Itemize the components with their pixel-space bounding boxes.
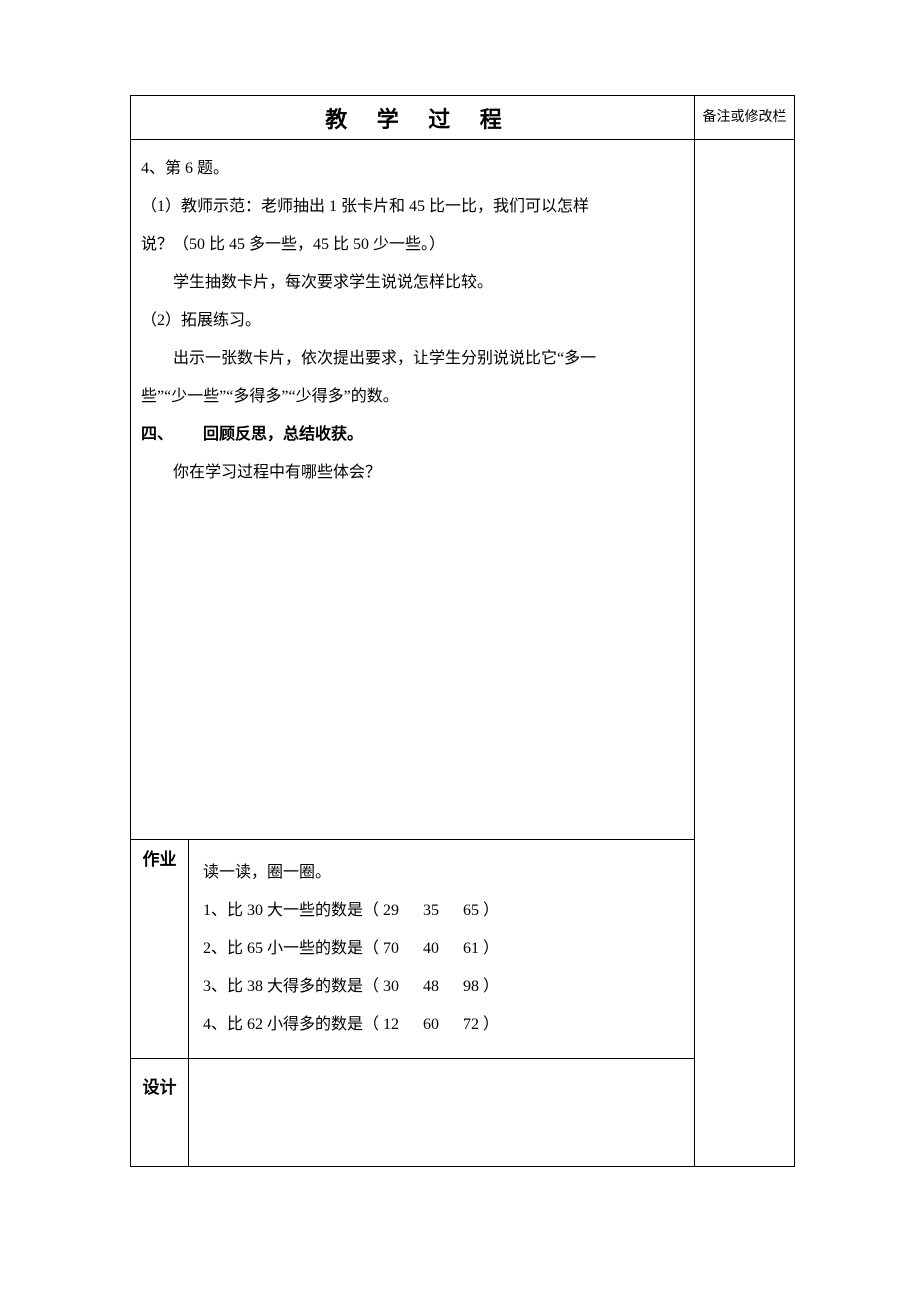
section-title: 回顾反思，总结收获。 <box>203 426 363 443</box>
hw-text: 98 ） <box>463 978 499 995</box>
hw-text: 60 <box>423 1016 439 1033</box>
content-line: 出示一张数卡片，依次提出要求，让学生分别说说比它“多一 <box>135 340 686 378</box>
section-heading: 四、 回顾反思，总结收获。 <box>135 416 686 454</box>
content-line: （1）教师示范：老师抽出 1 张卡片和 45 比一比，我们可以怎样 <box>135 188 686 226</box>
section-number: 四、 <box>141 426 173 443</box>
content-line: 学生抽数卡片，每次要求学生说说怎样比较。 <box>135 264 686 302</box>
homework-content: 读一读，圈一圈。 1、比 30 大一些的数是（ 29 35 65 ） 2、比 65 … <box>189 840 695 1059</box>
hw-text: 35 <box>423 902 439 919</box>
content-row: 4、第 6 题。 （1）教师示范：老师抽出 1 张卡片和 45 比一比，我们可以… <box>131 140 795 840</box>
homework-intro: 读一读，圈一圈。 <box>203 854 686 892</box>
hw-text: 3、比 38 大得多的数是（ 30 <box>203 978 399 995</box>
hw-text: 2、比 65 小一些的数是（ 70 <box>203 940 399 957</box>
hw-text: 40 <box>423 940 439 957</box>
content-line: 你在学习过程中有哪些体会？ <box>135 454 686 492</box>
header-row: 教 学 过 程 备注或修改栏 <box>131 96 795 140</box>
lesson-plan-table: 教 学 过 程 备注或修改栏 4、第 6 题。 （1）教师示范：老师抽出 1 张… <box>130 95 795 1167</box>
content-line: 些”“少一些”“多得多”“少得多”的数。 <box>135 378 686 416</box>
hw-text: 1、比 30 大一些的数是（ 29 <box>203 902 399 919</box>
hw-text: 48 <box>423 978 439 995</box>
homework-item: 2、比 65 小一些的数是（ 70 40 61 ） <box>203 930 686 968</box>
content-line: 4、第 6 题。 <box>135 150 686 188</box>
hw-text: 72 ） <box>463 1016 499 1033</box>
notes-heading: 备注或修改栏 <box>695 96 795 140</box>
hw-text: 65 ） <box>463 902 499 919</box>
content-line: 说？（50 比 45 多一些，45 比 50 少一些。） <box>135 226 686 264</box>
homework-item: 3、比 38 大得多的数是（ 30 48 98 ） <box>203 968 686 1006</box>
homework-item: 1、比 30 大一些的数是（ 29 35 65 ） <box>203 892 686 930</box>
content-line: （2）拓展练习。 <box>135 302 686 340</box>
content-cell: 4、第 6 题。 （1）教师示范：老师抽出 1 张卡片和 45 比一比，我们可以… <box>131 140 695 840</box>
hw-text: 4、比 62 小得多的数是（ 12 <box>203 1016 399 1033</box>
process-heading: 教 学 过 程 <box>131 96 695 140</box>
design-label: 设计 <box>131 1059 189 1167</box>
design-content <box>189 1059 695 1167</box>
homework-label: 作业 <box>131 840 189 1059</box>
hw-text: 61 ） <box>463 940 499 957</box>
notes-column <box>695 140 795 1167</box>
homework-item: 4、比 62 小得多的数是（ 12 60 72 ） <box>203 1006 686 1044</box>
